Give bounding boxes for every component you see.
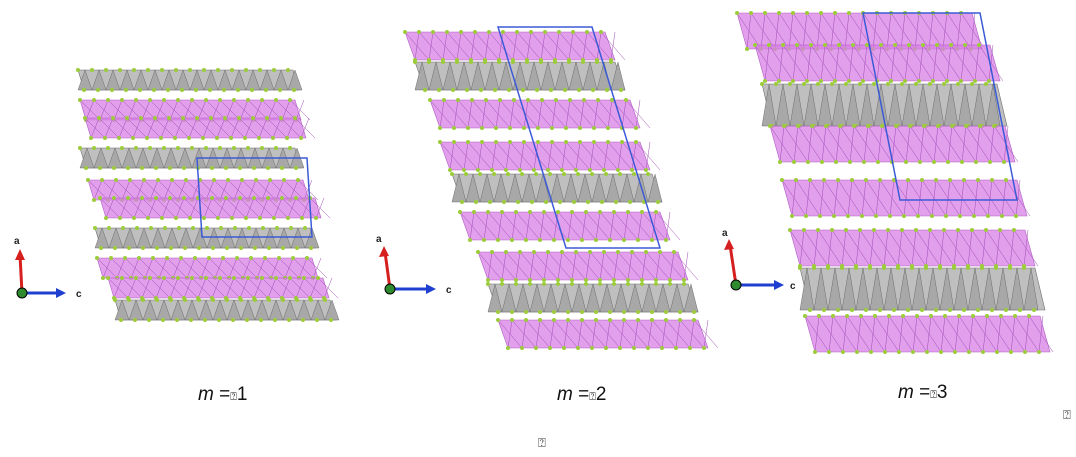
- inorganic-layer: [95, 256, 328, 280]
- unit-cell-outline: [196, 157, 313, 238]
- organic-layer: [486, 282, 699, 314]
- layer-stack: [735, 11, 1054, 354]
- organic-layer: [113, 298, 340, 322]
- svg-text:a: a: [376, 234, 382, 245]
- structure-panel-m3: a c m =⍰3: [710, 0, 1076, 403]
- caption-m1: m =⍰1: [198, 384, 248, 405]
- organic-layer: [798, 266, 1046, 312]
- inorganic-layer: [803, 314, 1054, 354]
- caption-m3: m =⍰3: [898, 382, 948, 403]
- organic-layer: [76, 68, 303, 92]
- organic-layer: [450, 172, 663, 204]
- svg-text:c: c: [76, 289, 82, 300]
- inorganic-layer: [403, 30, 626, 62]
- inorganic-layer: [496, 318, 719, 350]
- layer-stack: [403, 30, 719, 350]
- inorganic-layer: [458, 210, 681, 242]
- unit-cell-outline: [496, 26, 662, 249]
- organic-layer: [93, 226, 320, 250]
- caption-m2: m =⍰2: [557, 384, 607, 405]
- inorganic-layer: [438, 140, 661, 172]
- inorganic-layer: [788, 228, 1039, 268]
- svg-text:a: a: [722, 228, 728, 239]
- organic-layer: [760, 82, 1008, 128]
- unit-cell-outline: [862, 12, 1018, 201]
- inorganic-layer: [428, 98, 651, 130]
- svg-text:a: a: [14, 236, 20, 247]
- stray-glyph-right: ⍰: [1063, 408, 1071, 423]
- structure-panel-m2: a c m =⍰2: [360, 0, 720, 405]
- inorganic-layer: [780, 178, 1031, 218]
- svg-text:c: c: [790, 281, 796, 292]
- inorganic-layer: [768, 124, 1019, 164]
- crystal-structure-image-m1: a c: [14, 68, 340, 322]
- svg-text:c: c: [446, 285, 452, 296]
- inorganic-layer: [753, 43, 1004, 83]
- stray-glyph-bottom: ⍰: [538, 436, 546, 451]
- layer-stack: [76, 68, 340, 322]
- crystal-structure-image-m2: a c: [376, 26, 719, 350]
- inorganic-layer: [476, 250, 699, 282]
- inorganic-layer: [83, 116, 316, 140]
- axis-triad: a c: [14, 236, 82, 300]
- structure-panel-m1: a c m =⍰1: [0, 0, 350, 405]
- organic-layer: [413, 60, 626, 92]
- axis-triad: a c: [376, 234, 452, 296]
- axis-triad: a c: [722, 228, 796, 292]
- inorganic-layer: [106, 276, 339, 300]
- inorganic-layer: [98, 196, 331, 220]
- crystal-structure-image-m3: a c: [722, 11, 1054, 354]
- organic-layer: [78, 146, 305, 170]
